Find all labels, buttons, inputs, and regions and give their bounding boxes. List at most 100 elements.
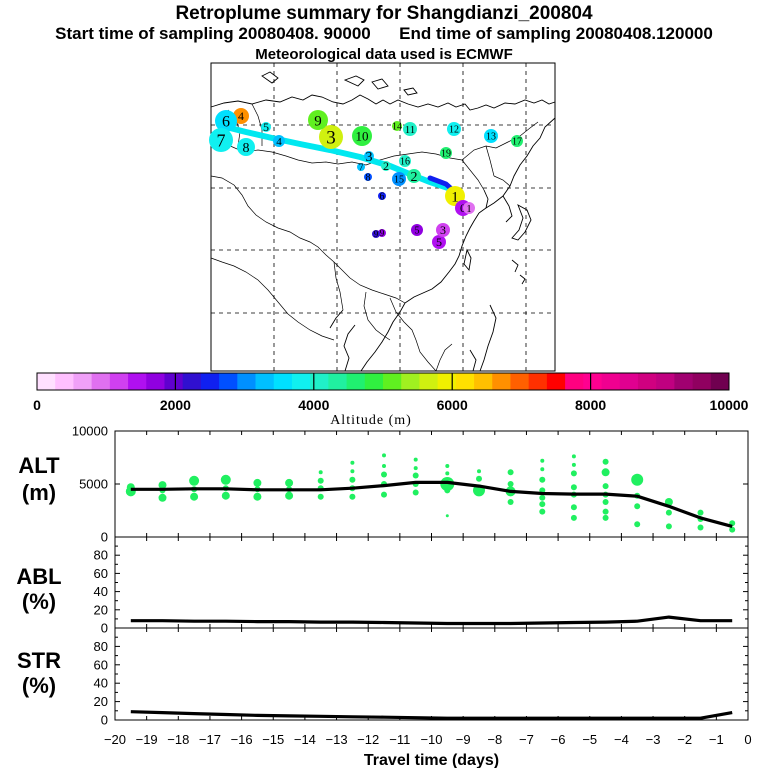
x-axis: −20 −19 −18 −17 −16 −15 −14 −13 −12 −11 −10 −9 −8 −7−… — [104, 732, 752, 768]
altitude-point — [665, 523, 672, 530]
cluster-label: 7 — [359, 163, 364, 174]
cluster-label: 9 — [374, 229, 379, 239]
colorbar-swatch — [419, 373, 439, 390]
coastlines — [210, 71, 556, 372]
x-tick-label: −4 — [614, 732, 629, 747]
panel-str: 80 60 40 20 0 STR(%) — [17, 627, 749, 728]
altitude-point — [382, 464, 386, 468]
y-tick-label: 0 — [101, 530, 108, 545]
cluster-marker — [372, 230, 380, 238]
cluster-label: 9 — [314, 113, 322, 129]
altitude-point — [477, 469, 481, 474]
x-tick-label: −3 — [646, 732, 661, 747]
altitude-point — [571, 462, 576, 467]
cluster-label: 8 — [366, 173, 371, 184]
cluster-marker — [403, 122, 417, 136]
sampling-times: Start time of sampling 20080408. 90000 E… — [0, 24, 768, 44]
colorbar-swatch — [109, 373, 129, 390]
cluster-label: 19 — [441, 149, 451, 160]
cluster-marker — [447, 122, 461, 136]
cluster-label: 3 — [326, 128, 336, 149]
altitude-point — [570, 514, 577, 521]
y-tick-label: 60 — [94, 566, 108, 581]
cluster-marker — [392, 121, 402, 131]
cluster-label: 5 — [436, 235, 442, 249]
altitude-point — [220, 474, 231, 485]
panel-abl: 80 60 40 20 0 ABL(%) — [16, 536, 749, 636]
cluster-marker — [381, 161, 391, 171]
altitude-point — [476, 475, 482, 482]
colorbar-swatch — [637, 373, 657, 390]
x-tick-label: −16 — [231, 732, 253, 747]
x-tick-label: −17 — [199, 732, 221, 747]
cluster-label: 0 — [460, 201, 466, 215]
altitude-point — [221, 491, 230, 500]
colorbar-swatch — [656, 373, 675, 390]
y-tick-label: 0 — [101, 713, 108, 728]
colorbar-swatch — [200, 373, 220, 390]
chart-title: Retroplume summary for Shangdianzi_20080… — [175, 3, 593, 24]
cluster-marker — [237, 138, 255, 156]
cluster-marker — [261, 122, 271, 132]
colorbar-swatch — [546, 373, 566, 390]
cluster-label: 5 — [415, 226, 420, 237]
cluster-label: 11 — [405, 124, 416, 136]
colorbar-swatch — [255, 373, 275, 390]
x-tick-label: −15 — [262, 732, 284, 747]
panel-unit: (%) — [22, 589, 56, 614]
altitude-point — [571, 454, 576, 459]
x-tick-label: −7 — [519, 732, 534, 747]
cluster-marker — [273, 135, 285, 147]
altitude-point — [507, 499, 514, 505]
x-tick-label: −6 — [551, 732, 566, 747]
altitude-point — [570, 470, 577, 477]
altitude-point — [634, 521, 641, 528]
altitude-point — [539, 494, 546, 501]
map-gridlines — [211, 63, 555, 371]
y-tick-label: 20 — [94, 694, 108, 709]
cluster-label: 12 — [449, 125, 459, 136]
colorbar-swatch — [474, 373, 493, 390]
altitude-point — [444, 487, 451, 494]
cluster-label: 6 — [380, 192, 385, 203]
x-axis-label: Travel time (days) — [364, 752, 499, 768]
x-tick-label: −1 — [709, 732, 724, 747]
y-tick-label: 0 — [101, 621, 108, 636]
y-tick-label: 5000 — [79, 477, 108, 492]
altitude-point — [445, 514, 449, 518]
panel-unit: (%) — [22, 673, 56, 698]
x-tick-label: −11 — [389, 732, 410, 747]
cluster-label: 16 — [400, 157, 410, 168]
altitude-point — [602, 508, 609, 515]
altitude-point — [381, 491, 387, 498]
colorbar-swatch — [692, 373, 712, 390]
cluster-label: 1 — [451, 189, 459, 205]
altitude-point — [570, 484, 577, 491]
y-tick-label: 60 — [94, 657, 108, 672]
start-time-label: Start time of sampling 20080408. 90000 — [55, 24, 371, 43]
cluster-label: 3 — [440, 223, 446, 237]
colorbar-swatch — [182, 373, 202, 390]
colorbar-swatch — [528, 373, 548, 390]
altitude-point — [412, 489, 419, 496]
y-tick-label: 40 — [94, 584, 108, 599]
panel-label: ABL — [16, 564, 61, 589]
x-tick-label: −19 — [136, 732, 158, 747]
altitude-point — [602, 483, 609, 490]
altitude-point — [601, 468, 610, 477]
cluster-label: 14 — [392, 122, 402, 133]
cluster-marker — [511, 135, 523, 147]
panel-label: STR — [17, 648, 61, 673]
colorbar-axis-label: Altitude (m) — [330, 413, 412, 428]
colorbar-swatch — [273, 373, 293, 390]
colorbar-swatch — [37, 373, 56, 390]
colorbar-swatch — [710, 373, 730, 390]
altitude-point — [507, 469, 514, 476]
cluster-marker — [399, 155, 411, 167]
colorbar-swatch — [128, 373, 147, 390]
colorbar-swatch — [91, 373, 111, 390]
altitude-point — [602, 514, 609, 521]
altitude-point — [539, 501, 546, 508]
